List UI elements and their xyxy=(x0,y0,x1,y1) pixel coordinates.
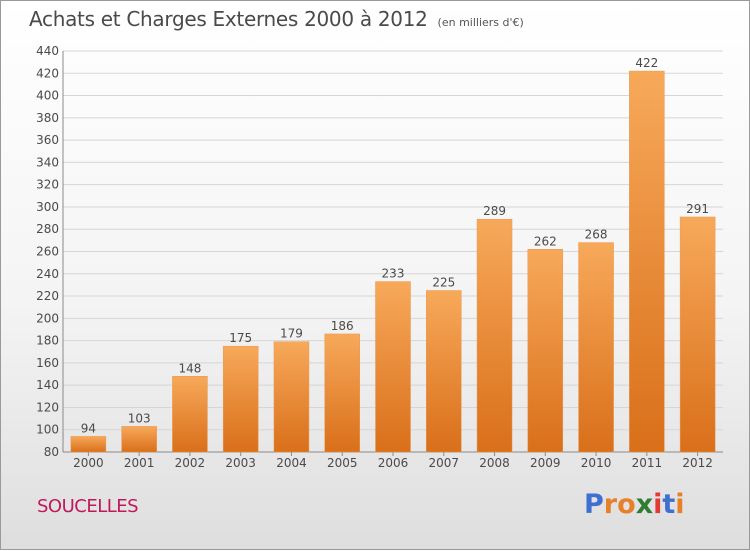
logo-letter: r xyxy=(603,489,618,520)
bar xyxy=(273,341,310,453)
bar xyxy=(375,281,411,453)
data-label: 233 xyxy=(382,267,405,281)
data-label: 175 xyxy=(229,331,252,345)
bar xyxy=(222,345,259,453)
y-tick-label: 360 xyxy=(36,133,59,147)
logo-letter: i xyxy=(675,489,685,520)
x-tick-label: 2004 xyxy=(276,456,307,470)
bar xyxy=(679,216,716,453)
x-tick-label: 2002 xyxy=(175,456,206,470)
logo-letter: x xyxy=(635,489,654,520)
y-tick-label: 280 xyxy=(36,222,59,236)
bar xyxy=(70,436,107,453)
bar xyxy=(324,333,360,453)
y-tick-label: 420 xyxy=(36,66,59,80)
x-tick-label: 2007 xyxy=(428,456,459,470)
data-label: 94 xyxy=(81,421,96,435)
data-label: 291 xyxy=(686,202,709,216)
y-tick-label: 100 xyxy=(36,423,59,437)
logo-letter: o xyxy=(617,489,636,520)
data-label: 289 xyxy=(483,204,506,218)
commune-name: SOUCELLES xyxy=(37,496,139,517)
y-tick-label: 80 xyxy=(44,445,59,459)
y-tick-label: 160 xyxy=(36,356,59,370)
y-tick-label: 380 xyxy=(36,111,59,125)
chart-subtitle: (en milliers d'€) xyxy=(437,16,524,29)
chart-title-text: Achats et Charges Externes 2000 à 2012 xyxy=(29,7,428,31)
chart-title: Achats et Charges Externes 2000 à 2012 (e… xyxy=(29,7,524,31)
bars xyxy=(70,70,716,453)
data-label: 186 xyxy=(331,319,354,333)
bar xyxy=(426,290,462,453)
x-tick-label: 2006 xyxy=(378,456,409,470)
data-label: 422 xyxy=(635,56,658,70)
y-tick-label: 440 xyxy=(36,44,59,58)
data-label: 262 xyxy=(534,234,557,248)
y-tick-label: 400 xyxy=(36,89,59,103)
logo-letter: P xyxy=(584,489,604,520)
x-tick-label: 2008 xyxy=(479,456,510,470)
x-tick-labels: 2000 2001 2002 2003 2004 2005 2006 2007 2008 2009… xyxy=(73,456,713,470)
data-label: 103 xyxy=(128,411,151,425)
x-tick-label: 2009 xyxy=(530,456,561,470)
x-tick-label: 2005 xyxy=(327,456,358,470)
x-tick-label: 2000 xyxy=(73,456,104,470)
y-tick-label: 200 xyxy=(36,311,59,325)
y-tick-label: 180 xyxy=(36,334,59,348)
logo-letter: t xyxy=(662,489,676,520)
data-label: 179 xyxy=(280,327,303,341)
bar xyxy=(121,426,157,453)
data-labels: 94 103 148 175 179 186 233 225 289 262 268 422 291 xyxy=(81,56,709,435)
y-tick-label: 340 xyxy=(36,155,59,169)
y-tick-label: 220 xyxy=(36,289,59,303)
data-label: 225 xyxy=(432,275,455,289)
x-tick-label: 2003 xyxy=(225,456,256,470)
bar xyxy=(476,218,513,453)
x-tick-label: 2012 xyxy=(682,456,713,470)
bar xyxy=(629,70,665,453)
proxiti-logo: Proxiti xyxy=(584,489,685,520)
data-label: 268 xyxy=(585,228,608,242)
y-tick-labels: 80 100 120 140 160 180 200 220 240 260 280 300 320 34… xyxy=(36,44,59,459)
bar xyxy=(578,242,614,453)
y-tick-label: 240 xyxy=(36,267,59,281)
y-tick-label: 320 xyxy=(36,178,59,192)
x-tick-label: 2010 xyxy=(581,456,612,470)
x-tick-label: 2001 xyxy=(124,456,155,470)
y-tick-label: 140 xyxy=(36,378,59,392)
y-tick-label: 260 xyxy=(36,245,59,259)
bar xyxy=(527,249,564,453)
y-tick-label: 120 xyxy=(36,400,59,414)
data-label: 148 xyxy=(178,361,201,375)
x-tick-label: 2011 xyxy=(632,456,663,470)
y-tick-label: 300 xyxy=(36,200,59,214)
logo-letter: i xyxy=(653,489,663,520)
bar xyxy=(172,376,208,453)
